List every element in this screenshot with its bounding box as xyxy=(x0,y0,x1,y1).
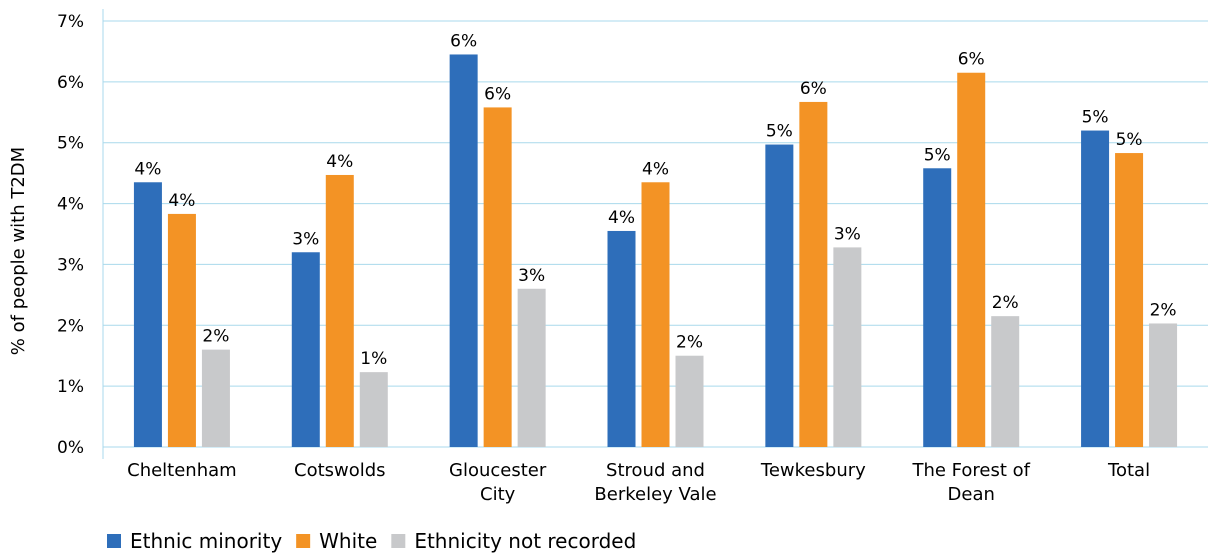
legend: Ethnic minority White Ethnicity not record… xyxy=(107,529,636,553)
data-label: 6% xyxy=(800,79,827,99)
data-label: 4% xyxy=(608,208,635,228)
data-labels: 4% 4% 2% 3% 4% 1% 6% 6% 3% 4% 4% 2% 5% 6% 3% 5% 6% 2% 5% 5%… xyxy=(134,31,1176,369)
y-tick-label: 2% xyxy=(57,316,84,336)
category-label-line: Cotswolds xyxy=(294,460,386,481)
legend-swatch xyxy=(107,534,121,548)
data-label: 3% xyxy=(834,224,861,244)
data-label: 2% xyxy=(202,327,229,347)
bar xyxy=(641,182,670,447)
data-label: 5% xyxy=(1082,108,1109,128)
bar xyxy=(325,174,354,447)
bar xyxy=(517,288,546,447)
data-label: 2% xyxy=(676,333,703,353)
data-label: 2% xyxy=(992,293,1019,313)
legend-swatch xyxy=(391,534,406,548)
y-tick-label: 5% xyxy=(57,134,84,154)
bar xyxy=(833,247,862,447)
bar xyxy=(675,355,704,447)
bar xyxy=(607,230,636,447)
category-label-line: Dean xyxy=(948,484,995,505)
bar xyxy=(1149,323,1178,447)
legend-label: Ethnicity not recorded xyxy=(414,529,636,553)
category-label: The Forest of Dean xyxy=(911,460,1030,505)
bar xyxy=(799,101,828,447)
data-label: 6% xyxy=(450,31,477,51)
y-axis-title: % of people with T2DM xyxy=(8,147,29,355)
legend-label: Ethnic minority xyxy=(130,529,282,553)
data-label: 6% xyxy=(484,84,511,104)
y-tick-label: 0% xyxy=(57,438,84,458)
y-tick-label: 1% xyxy=(57,377,84,397)
data-label: 3% xyxy=(292,229,319,249)
bar xyxy=(923,168,952,447)
legend-swatch xyxy=(296,534,311,548)
category-label-line: City xyxy=(480,484,516,505)
bar xyxy=(167,213,196,447)
category-label: Stroud and Berkeley Vale xyxy=(594,460,716,505)
x-axis-categories: Cheltenham Cotswolds Gloucester City Stroud … xyxy=(127,460,1150,505)
bar xyxy=(449,54,478,447)
category-label-line: Berkeley Vale xyxy=(594,484,716,505)
category-label-line: Tewkesbury xyxy=(760,460,866,481)
data-label: 6% xyxy=(958,50,985,70)
y-axis-ticks: 0% 1% 2% 3% 4% 5% 6% 7% xyxy=(57,12,84,458)
data-label: 2% xyxy=(1150,300,1177,320)
category-label: Cotswolds xyxy=(294,460,386,481)
data-label: 5% xyxy=(766,122,793,142)
category-label-line: Total xyxy=(1107,460,1150,481)
category-label: Tewkesbury xyxy=(760,460,866,481)
bar xyxy=(1081,130,1110,448)
data-label: 5% xyxy=(1116,130,1143,150)
legend-label: White xyxy=(319,529,377,553)
bar xyxy=(201,349,230,447)
bar xyxy=(765,144,794,448)
category-label-line: The Forest of xyxy=(911,460,1030,481)
category-label: Cheltenham xyxy=(127,460,237,481)
data-label: 3% xyxy=(518,266,545,286)
category-label-line: Stroud and xyxy=(606,460,705,481)
data-label: 4% xyxy=(642,159,669,179)
category-label: Gloucester City xyxy=(449,460,547,505)
y-tick-label: 6% xyxy=(57,73,84,93)
bar xyxy=(291,252,320,447)
bar xyxy=(957,72,986,447)
bars xyxy=(133,54,1178,448)
category-label-line: Cheltenham xyxy=(127,460,237,481)
bar xyxy=(1115,153,1144,447)
data-label: 4% xyxy=(168,191,195,211)
bar xyxy=(991,316,1020,447)
data-label: 4% xyxy=(326,152,353,172)
y-tick-label: 3% xyxy=(57,255,84,275)
data-label: 4% xyxy=(134,159,161,179)
data-label: 1% xyxy=(360,349,387,369)
category-label-line: Gloucester xyxy=(449,460,547,481)
data-label: 5% xyxy=(924,145,951,165)
bar xyxy=(133,182,162,447)
bar xyxy=(483,107,512,447)
y-tick-label: 7% xyxy=(57,12,84,32)
y-tick-label: 4% xyxy=(57,195,84,215)
category-label: Total xyxy=(1107,460,1150,481)
bar xyxy=(359,372,388,447)
